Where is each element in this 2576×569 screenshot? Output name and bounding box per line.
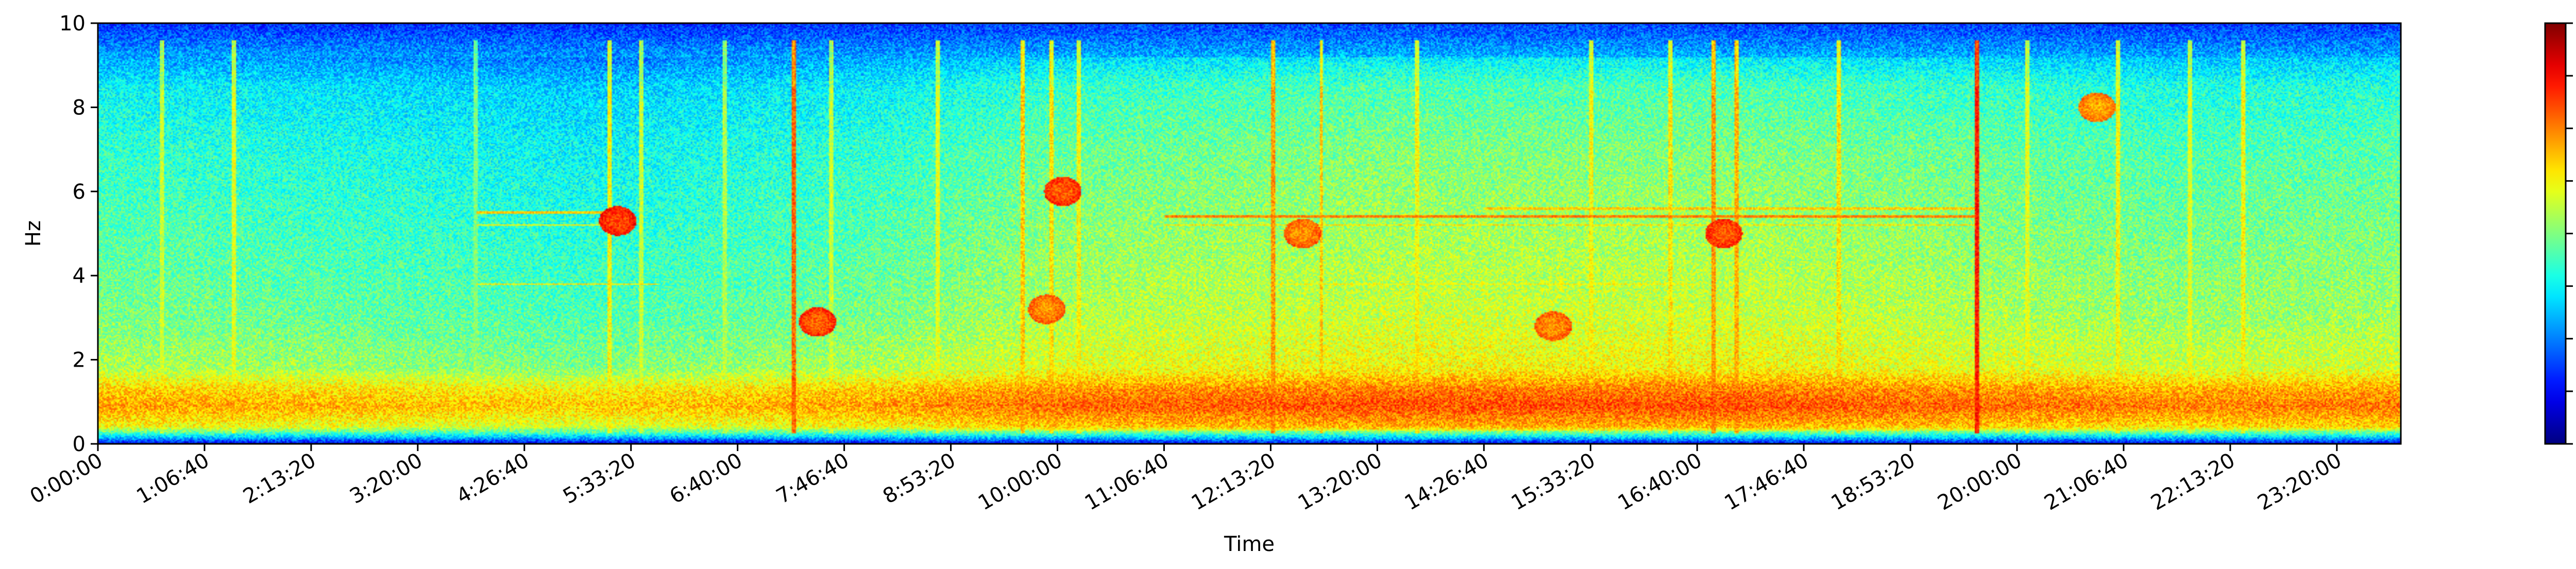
x-tick-label: 21:06:40 bbox=[2040, 449, 2132, 515]
x-tick-label: 17:46:40 bbox=[1721, 449, 1813, 515]
y-tick-label: 10 bbox=[59, 12, 86, 36]
plot-frame bbox=[97, 22, 2402, 445]
x-tick-label: 22:13:20 bbox=[2147, 449, 2239, 515]
x-tick-label: 4:26:40 bbox=[452, 449, 533, 509]
x-tick-label: 3:20:00 bbox=[346, 449, 427, 509]
x-tick-label: 10:00:00 bbox=[974, 449, 1066, 515]
x-tick-label: 5:33:20 bbox=[559, 449, 640, 509]
spectrogram-image bbox=[98, 23, 2401, 444]
x-axis: 0:00:00 1:06:40 2:13:20 3:20:00 4:26:40 5:33:… bbox=[26, 444, 2346, 515]
colorbar-gradient bbox=[2545, 23, 2566, 444]
y-tick-label: 6 bbox=[73, 180, 86, 204]
x-tick-label: 16:40:00 bbox=[1614, 449, 1706, 515]
x-tick-label: 14:26:40 bbox=[1401, 449, 1493, 515]
y-tick-label: 2 bbox=[73, 349, 86, 372]
x-tick-label: 7:46:40 bbox=[772, 449, 853, 509]
x-axis-label: Time bbox=[1224, 532, 1275, 556]
x-tick-label: 23:20:00 bbox=[2253, 449, 2346, 515]
x-tick-label: 8:53:20 bbox=[879, 449, 960, 509]
x-tick-label: 2:13:20 bbox=[239, 449, 320, 509]
x-tick-label: 13:20:00 bbox=[1294, 449, 1386, 515]
y-tick-label: 8 bbox=[73, 96, 86, 119]
y-tick-label: 4 bbox=[73, 264, 86, 288]
x-tick-label: 12:13:20 bbox=[1188, 449, 1280, 515]
x-tick-label: 18:53:20 bbox=[1827, 449, 1919, 515]
x-tick-label: 11:06:40 bbox=[1081, 449, 1173, 515]
colorbar: +0 dB-10 dB-20 dB-30 dB-40 dB-50 dB-60 d… bbox=[2544, 22, 2573, 445]
y-axis: 0 2 4 6 8 10 bbox=[59, 12, 98, 456]
y-tick-label: 0 bbox=[73, 433, 86, 456]
y-axis-label: Hz bbox=[22, 220, 45, 247]
x-tick-label: 0:00:00 bbox=[26, 449, 107, 509]
x-tick-label: 1:06:40 bbox=[132, 449, 213, 509]
x-tick-label: 20:00:00 bbox=[1934, 449, 2026, 515]
x-tick-label: 6:40:00 bbox=[666, 449, 747, 509]
spectrogram-raster bbox=[98, 23, 2401, 444]
x-tick-label: 15:33:20 bbox=[1507, 449, 1600, 515]
